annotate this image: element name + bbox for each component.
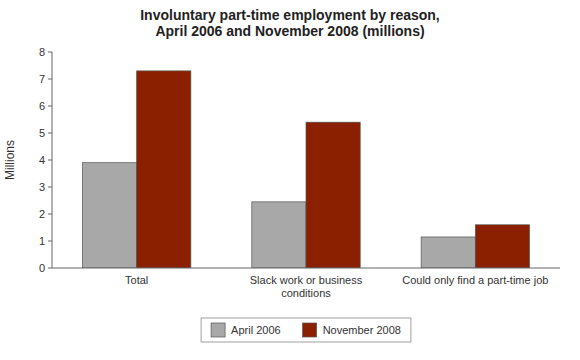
y-tick-label: 0 [39, 262, 45, 274]
x-axis [52, 268, 560, 269]
y-tick-label: 2 [39, 208, 45, 220]
legend-swatch [211, 323, 225, 337]
chart: Involuntary part-time employment by reas… [0, 0, 580, 360]
bar [306, 122, 360, 268]
bar [252, 202, 306, 268]
y-tick [48, 52, 52, 53]
y-tick-label: 6 [39, 100, 45, 112]
bar [82, 163, 136, 268]
y-tick [48, 241, 52, 242]
bar [475, 225, 529, 268]
y-tick [48, 133, 52, 134]
y-tick-label: 5 [39, 127, 45, 139]
bar [421, 237, 475, 268]
y-tick-label: 4 [39, 154, 45, 166]
bar [137, 71, 191, 268]
y-tick-label: 1 [39, 235, 45, 247]
y-tick-label: 3 [39, 181, 45, 193]
y-tick [48, 268, 52, 269]
y-tick [48, 187, 52, 188]
y-axis [52, 52, 53, 268]
legend: April 2006 November 2008 [201, 318, 411, 342]
y-tick [48, 214, 52, 215]
y-tick-label: 8 [39, 46, 45, 58]
y-tick [48, 160, 52, 161]
legend-label: November 2008 [323, 324, 401, 336]
legend-swatch [303, 323, 317, 337]
title: Involuntary part-time employment by reas… [140, 7, 440, 39]
x-tick-label: Slack work or businessconditions [250, 274, 363, 299]
y-axis-label: Millions [3, 140, 17, 180]
legend-label: April 2006 [231, 324, 281, 336]
bars [82, 71, 529, 268]
x-tick-label: Could only find a part-time job [402, 274, 548, 286]
y-tick [48, 79, 52, 80]
x-tick-label: Total [125, 274, 148, 286]
y-tick [48, 106, 52, 107]
legend-frame [201, 318, 411, 342]
y-tick-label: 7 [39, 73, 45, 85]
